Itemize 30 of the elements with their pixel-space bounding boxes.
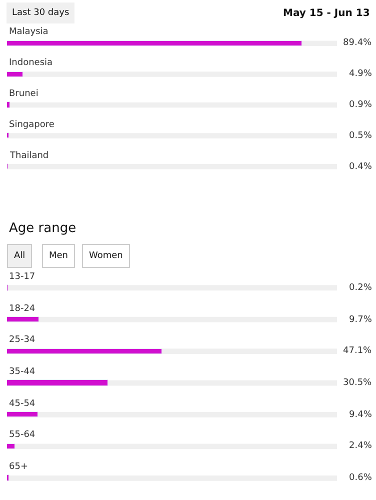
y-tick-label: Singapore: [9, 120, 55, 130]
data-label: 0.6%: [349, 473, 372, 483]
data-label: 0.4%: [349, 162, 372, 172]
y-tick-label: 13-17: [9, 272, 36, 282]
y-tick-label: 25-34: [9, 335, 36, 345]
chart-title: Age range: [9, 221, 76, 236]
data-label: 2.4%: [349, 441, 372, 451]
data-label: 30.5%: [343, 378, 372, 388]
data-label: 4.9%: [349, 69, 372, 79]
data-label: 0.9%: [349, 100, 372, 110]
y-tick-label: Thailand: [9, 151, 49, 161]
text: All: [14, 251, 26, 261]
text: Men: [49, 251, 68, 261]
y-tick-label: 45-54: [9, 399, 36, 409]
text: Women: [89, 251, 123, 261]
y-tick-label: 65+: [9, 462, 28, 472]
annotation: May 15 - Jun 13: [283, 8, 370, 19]
data-label: 0.5%: [349, 131, 372, 141]
y-tick-label: 18-24: [9, 304, 36, 314]
data-label: 0.2%: [349, 283, 372, 293]
data-label: 9.7%: [349, 315, 372, 325]
y-tick-label: 35-44: [9, 367, 36, 377]
data-label: 89.4%: [343, 38, 372, 48]
y-tick-label: 55-64: [9, 430, 36, 440]
y-tick-label: Brunei: [9, 89, 38, 99]
y-tick-label: Malaysia: [9, 27, 48, 37]
annotation: Last 30 days: [12, 8, 70, 18]
data-label: 9.4%: [349, 410, 372, 420]
y-tick-label: Indonesia: [9, 58, 53, 68]
data-label: 47.1%: [343, 346, 372, 356]
